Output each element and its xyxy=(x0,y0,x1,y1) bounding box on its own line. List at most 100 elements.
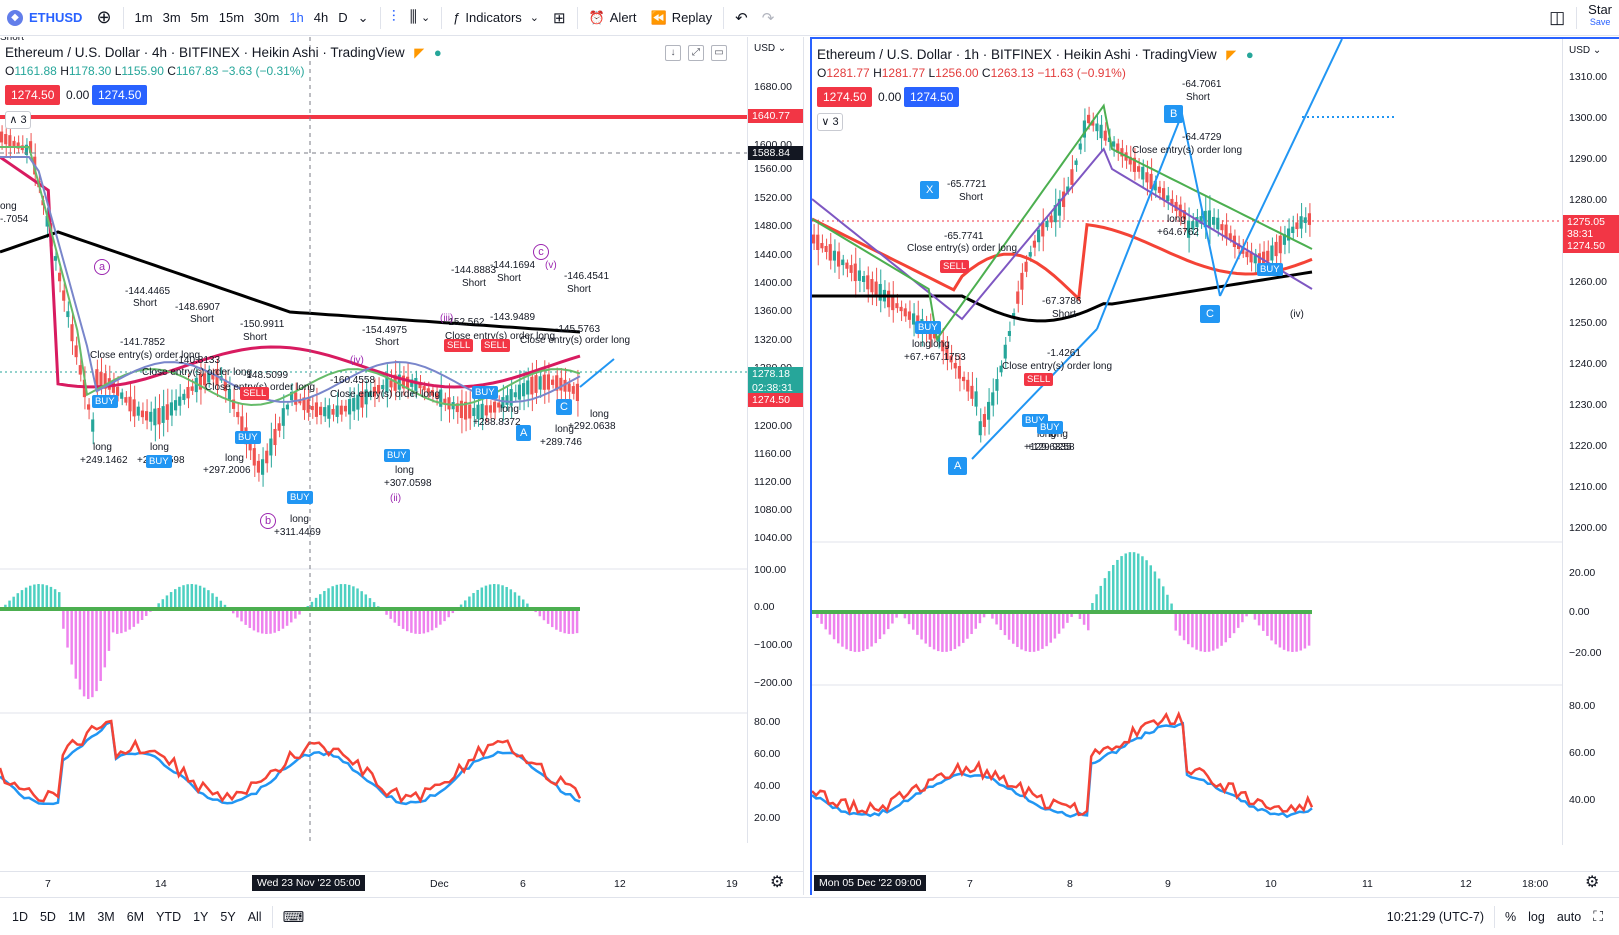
chart-pane-left[interactable]: Ethereum / U.S. Dollar · 4h · BITFINEX ·… xyxy=(0,37,804,895)
price-axis-right[interactable]: USD ⌄ 1310.001300.001290.001280.001270.0… xyxy=(1562,39,1619,845)
bar-style-icon[interactable]: ⫶ xyxy=(391,8,396,26)
scroll-down-icon[interactable]: ↓ xyxy=(665,45,681,61)
indicator-collapse-button[interactable]: ∧ 3 xyxy=(5,111,31,129)
fullscreen-icon[interactable]: ⛶ xyxy=(1593,908,1603,924)
macd-bar xyxy=(962,612,965,643)
candle-body xyxy=(1266,250,1270,262)
save-layout-button[interactable]: Star Save xyxy=(1581,0,1619,36)
buy-button[interactable]: 1274.50 xyxy=(904,87,960,107)
rsi-signal-line xyxy=(812,721,1313,819)
gear-icon[interactable]: ⚙ xyxy=(1585,874,1600,891)
price-axis-left[interactable]: USD ⌄ 1680.00 1600.00 1560.00 1520.00 1480.0… xyxy=(747,37,803,843)
clock-timezone[interactable]: 10:21:29 (UTC-7) xyxy=(1386,909,1485,924)
wave-label: b xyxy=(260,513,276,529)
range-1d[interactable]: 1D xyxy=(12,909,28,924)
chart-canvas-right[interactable] xyxy=(812,39,1562,845)
candle-body xyxy=(194,377,198,393)
interval-4h[interactable]: 4h xyxy=(313,10,329,25)
currency-selector[interactable]: USD ⌄ xyxy=(1569,45,1602,56)
replay-button[interactable]: ⏪ Replay xyxy=(644,0,720,36)
chart-annotation: +129.9258 xyxy=(1027,442,1075,453)
chart-annotation: Short xyxy=(1052,309,1076,320)
macd-bar xyxy=(132,609,136,627)
split-layout-icon[interactable]: ◫ xyxy=(1549,7,1566,27)
indicator-collapse-button[interactable]: ∨ 3 xyxy=(817,113,843,131)
interval-1h[interactable]: 1h xyxy=(289,10,304,25)
buy-button[interactable]: 1274.50 xyxy=(92,85,148,105)
symbol-search[interactable]: ◆ ETHUSD xyxy=(0,0,89,36)
interval-D[interactable]: D xyxy=(338,10,348,25)
candle-style-icon[interactable]: ⫼ ⌄ xyxy=(409,8,431,26)
candle-body xyxy=(290,391,294,401)
price-tick: 1080.00 xyxy=(754,504,792,516)
macd-bar xyxy=(397,609,401,627)
price-tick: 1220.00 xyxy=(1569,440,1607,452)
ohlc-o-label: O xyxy=(817,66,827,80)
buy-signal-tag: BUY xyxy=(384,449,410,462)
maximize-icon[interactable]: ⤢ xyxy=(688,45,704,61)
time-axis-right[interactable]: 7 8 9 10 11 12 18:00 Mon 05 Dec '22 09:00 xyxy=(812,871,1619,895)
candle-body xyxy=(1103,130,1107,141)
sell-button[interactable]: 1274.50 xyxy=(817,87,873,107)
macd-bar xyxy=(219,600,223,609)
price-tick: 60.00 xyxy=(1569,747,1596,759)
macd-bar xyxy=(186,584,189,609)
wave-label: A xyxy=(948,457,968,475)
alert-button[interactable]: ⏰ Alert xyxy=(582,0,644,36)
undo-icon[interactable]: ↶ xyxy=(735,9,748,27)
macd-bar xyxy=(215,596,218,609)
candle-body xyxy=(551,379,555,385)
macd-bar xyxy=(240,609,243,622)
macd-bar xyxy=(870,612,873,647)
macd-bar xyxy=(244,609,247,625)
divider xyxy=(379,6,381,29)
calendar-range-icon[interactable]: ⌨ xyxy=(282,908,305,926)
wave-label: C xyxy=(556,399,572,415)
fullscreen-icon[interactable]: ▭ xyxy=(711,45,727,61)
range-all[interactable]: All xyxy=(247,909,262,924)
log-scale-toggle[interactable]: log xyxy=(1528,909,1545,924)
interval-3m[interactable]: 3m xyxy=(162,10,181,25)
percent-scale-toggle[interactable]: % xyxy=(1505,909,1517,924)
macd-bar xyxy=(223,604,227,609)
macd-bar xyxy=(236,609,239,618)
candle-body xyxy=(178,396,182,406)
interval-5m[interactable]: 5m xyxy=(190,10,209,25)
currency-selector[interactable]: USD ⌄ xyxy=(754,43,787,54)
macd-bar xyxy=(360,591,363,609)
chart-canvas-left[interactable] xyxy=(0,37,747,843)
range-1y[interactable]: 1Y xyxy=(193,909,209,924)
chart-pane-right[interactable]: Ethereum / U.S. Dollar · 1h · BITFINEX ·… xyxy=(810,37,1619,895)
sell-button[interactable]: 1274.50 xyxy=(5,85,61,105)
range-5d[interactable]: 5D xyxy=(39,909,56,924)
candle-body xyxy=(505,395,509,405)
candle-body xyxy=(227,389,231,400)
price-tick: −100.00 xyxy=(754,639,793,651)
interval-15m[interactable]: 15m xyxy=(218,10,245,25)
redo-icon[interactable]: ↷ xyxy=(761,9,775,27)
range-1m[interactable]: 1M xyxy=(67,909,86,924)
compare-add-icon[interactable]: ⊕ xyxy=(96,7,112,27)
chart-annotation: Short xyxy=(0,37,24,43)
chart-annotation: +129.6335 xyxy=(1024,442,1072,453)
auto-scale-toggle[interactable]: auto xyxy=(1556,909,1582,924)
macd-bar xyxy=(157,603,160,609)
chevron-down-icon[interactable]: ⌄ xyxy=(357,9,369,25)
time-axis-left[interactable]: 7 14 Dec 6 12 19 Wed 23 Nov '22 05:00 xyxy=(0,871,803,895)
range-ytd[interactable]: YTD xyxy=(156,909,182,924)
layouts-icon[interactable]: ⊞ xyxy=(553,9,566,27)
candle-body xyxy=(360,391,364,408)
range-5y[interactable]: 5Y xyxy=(220,909,236,924)
chart-annotation: -1.4261 xyxy=(1047,348,1081,359)
macd-bar xyxy=(1199,612,1202,652)
candle-body xyxy=(198,374,202,390)
interval-1m[interactable]: 1m xyxy=(134,10,153,25)
interval-30m[interactable]: 30m xyxy=(254,10,280,25)
macd-bar xyxy=(1182,612,1186,641)
range-3m[interactable]: 3M xyxy=(97,909,115,924)
divider xyxy=(271,905,273,928)
gear-icon[interactable]: ⚙ xyxy=(770,874,785,891)
indicators-button[interactable]: ƒ Indicators ⌄ xyxy=(446,0,546,36)
range-6m[interactable]: 6M xyxy=(126,909,145,924)
macd-bar xyxy=(1003,612,1007,636)
